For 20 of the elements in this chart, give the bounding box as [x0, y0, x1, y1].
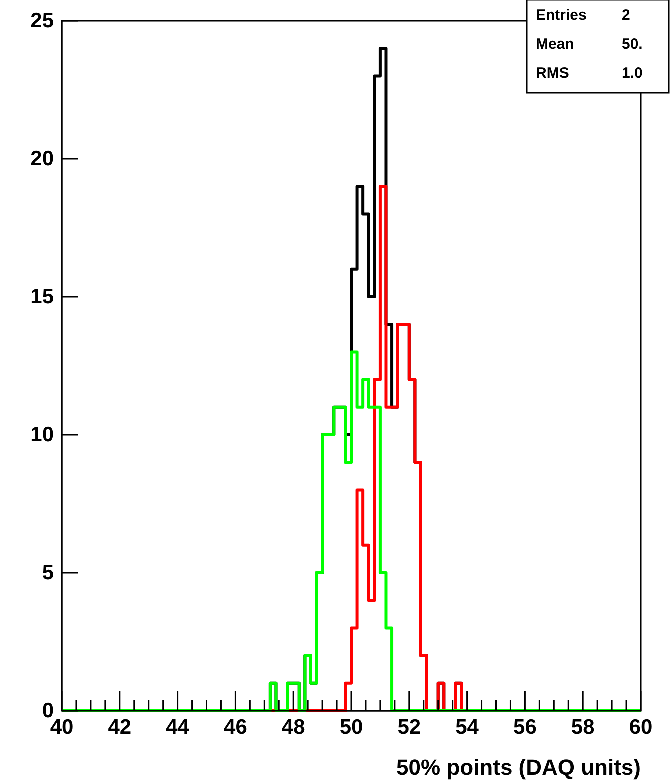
x-tick-label: 60 — [629, 716, 653, 739]
x-tick-label: 42 — [108, 716, 132, 739]
y-tick-label: 25 — [30, 10, 54, 33]
x-tick-label: 56 — [514, 716, 537, 739]
x-tick-label: 44 — [166, 716, 190, 739]
text: RMS 1.0 — [536, 65, 643, 82]
text: Mean 50. — [536, 36, 643, 53]
y-tick-label: 0 — [42, 700, 54, 723]
y-tick-label: 5 — [42, 562, 54, 585]
y-tick-label: 20 — [30, 148, 54, 171]
x-tick-label: 52 — [398, 716, 422, 739]
x-axis-title: 50% points (DAQ units) — [396, 755, 641, 780]
y-tick-label: 10 — [30, 424, 54, 447]
text: Entries 2 — [536, 7, 630, 24]
x-tick-label: 46 — [224, 716, 248, 739]
x-tick-label: 50 — [340, 716, 364, 739]
x-tick-label: 58 — [571, 716, 596, 739]
y-tick-label: 15 — [30, 286, 54, 309]
x-tick-label: 48 — [282, 716, 306, 739]
x-tick-label: 54 — [456, 716, 480, 739]
